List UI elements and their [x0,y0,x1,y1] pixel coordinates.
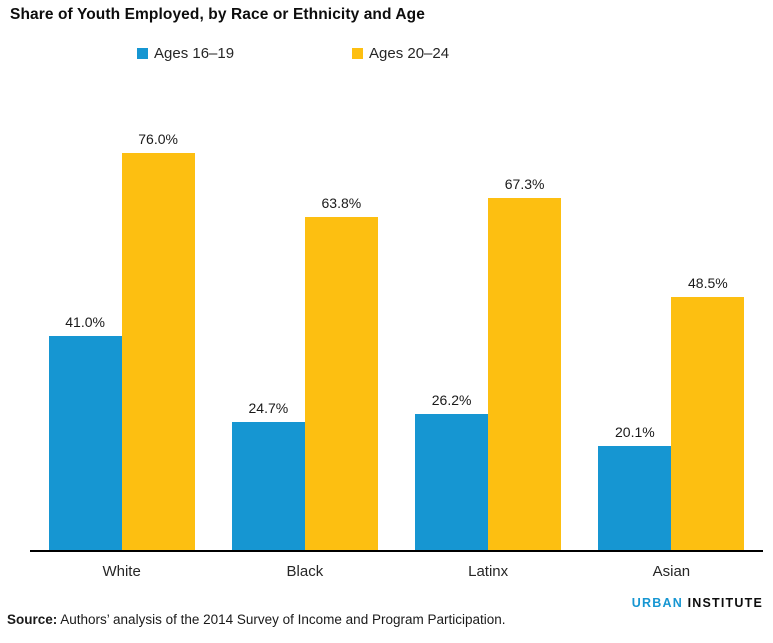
value-label-white-0: 41.0% [65,314,105,330]
bar-white-ages-20-24 [121,153,195,551]
barwrap-white-series-0: 41.0% [48,314,122,551]
value-label-asian-0: 20.1% [615,424,655,440]
value-label-latinx-1: 67.3% [504,176,545,192]
bar-white-ages-16-19 [48,336,122,551]
urban-institute-logo: URBAN INSTITUTE [632,596,763,610]
x-axis-label-latinx: Latinx [468,563,509,580]
source-note: Source: Authors’ analysis of the 2014 Su… [7,612,506,627]
barwrap-latinx-series-1: 67.3% [488,176,562,551]
bar-black-ages-20-24 [304,217,378,551]
chart-title: Share of Youth Employed, by Race or Ethn… [10,6,425,23]
legend-item-ages-16-19: Ages 16–19 [137,45,234,62]
bar-asian-ages-20-24 [671,297,745,551]
barwrap-asian-series-0: 20.1% [598,424,672,551]
source-label: Source: [7,612,58,627]
bar-latinx-ages-20-24 [488,198,562,551]
x-axis-line [30,550,763,552]
value-label-black-0: 24.7% [248,400,289,416]
x-axis-label-black: Black [286,563,324,580]
bar-black-ages-16-19 [231,422,305,551]
bar-groups: 41.0% 76.0% 24.7% 63.8% 26.2% 67.3% 20.1% 48.5% [30,91,763,551]
bar-asian-ages-16-19 [598,446,672,551]
bar-latinx-ages-16-19 [415,414,489,551]
bar-group-white: 41.0% 76.0% [30,91,213,551]
logo-institute-text: INSTITUTE [682,596,763,610]
legend-item-ages-20-24: Ages 20–24 [352,45,449,62]
bar-group-latinx: 26.2% 67.3% [397,91,580,551]
legend-label-ages-16-19: Ages 16–19 [154,45,235,62]
source-text: Authors’ analysis of the 2014 Survey of … [57,612,506,627]
barwrap-asian-series-1: 48.5% [671,275,745,551]
legend-swatch-yellow-icon [352,48,363,59]
bar-group-black: 24.7% 63.8% [213,91,396,551]
barwrap-white-series-1: 76.0% [121,131,195,551]
x-axis-label-asian: Asian [652,563,691,580]
value-label-white-1: 76.0% [138,131,178,147]
legend-label-ages-20-24: Ages 20–24 [369,45,450,62]
value-label-latinx-0: 26.2% [431,392,472,408]
bar-group-asian: 20.1% 48.5% [580,91,763,551]
legend-swatch-blue-icon [137,48,148,59]
x-axis-labels: White Black Latinx Asian [30,552,763,580]
barwrap-latinx-series-0: 26.2% [415,392,489,551]
barwrap-black-series-1: 63.8% [304,195,378,551]
value-label-black-1: 63.8% [321,195,362,211]
value-label-asian-1: 48.5% [688,275,728,291]
barwrap-black-series-0: 24.7% [231,400,305,551]
x-axis-label-white: White [102,563,141,580]
plot-area: 41.0% 76.0% 24.7% 63.8% 26.2% 67.3% 20.1% 48.5%… [30,91,763,580]
logo-urban-text: URBAN [631,596,683,610]
